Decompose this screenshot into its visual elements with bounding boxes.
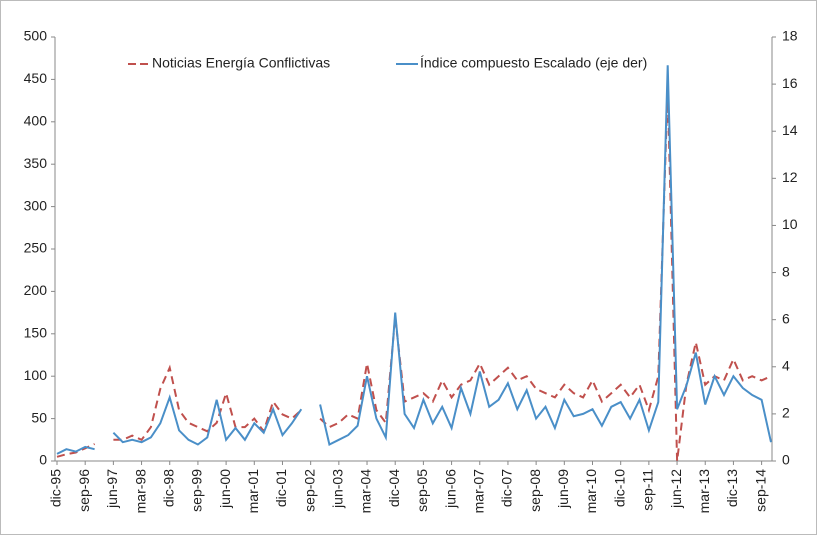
x-tick-label: sep-14 [752, 469, 768, 512]
x-tick-label: sep-99 [189, 469, 205, 512]
data-line [56, 65, 772, 455]
y2-tick-label: 6 [782, 310, 790, 326]
x-tick-label: mar-98 [132, 469, 148, 514]
y2-tick-label: 12 [782, 169, 798, 185]
x-tick-label: dic-01 [273, 469, 289, 507]
x-tick-label: sep-02 [301, 469, 317, 512]
legend-label: Noticias Energía Conflictivas [152, 55, 330, 71]
y-tick-label: 500 [24, 28, 48, 44]
x-tick-label: sep-08 [527, 469, 543, 512]
y2-tick-label: 16 [782, 75, 798, 91]
y2-tick-label: 4 [782, 357, 790, 373]
x-tick-label: jun-06 [442, 469, 458, 509]
y-tick-label: 450 [24, 70, 48, 86]
y-tick-label: 100 [24, 367, 48, 383]
y-tick-label: 200 [24, 282, 48, 298]
x-tick-label: mar-04 [358, 469, 374, 514]
y2-tick-label: 8 [782, 263, 790, 279]
x-tick-label: dic-98 [160, 469, 176, 507]
y-tick-label: 250 [24, 240, 48, 256]
x-tick-label: mar-10 [583, 469, 599, 514]
x-tick-label: dic-13 [724, 469, 740, 507]
x-tick-label: jun-00 [217, 469, 233, 509]
y-tick-label: 50 [31, 409, 47, 425]
y2-tick-label: 10 [782, 216, 798, 232]
x-tick-label: jun-09 [555, 469, 571, 509]
x-tick-label: jun-12 [668, 469, 684, 509]
legend-label: Índice compuesto Escalado (eje der) [420, 55, 647, 71]
x-tick-label: dic-04 [386, 469, 402, 507]
x-tick-label: mar-01 [245, 469, 261, 514]
y2-tick-label: 14 [782, 122, 798, 138]
y-tick-label: 0 [39, 452, 47, 468]
x-tick-label: jun-97 [104, 469, 120, 509]
x-tick-label: sep-11 [640, 469, 656, 511]
y-tick-label: 150 [24, 325, 48, 341]
x-tick-label: dic-10 [611, 469, 627, 507]
y-tick-label: 350 [24, 155, 48, 171]
x-tick-label: dic-07 [499, 469, 515, 507]
x-tick-label: jun-03 [330, 469, 346, 509]
x-tick-label: sep-96 [76, 469, 92, 512]
y-tick-label: 400 [24, 113, 48, 129]
x-tick-label: mar-13 [696, 469, 712, 514]
x-tick-label: dic-95 [48, 469, 64, 507]
y2-tick-label: 18 [782, 28, 798, 44]
y2-tick-label: 0 [782, 452, 790, 468]
x-tick-label: sep-05 [414, 469, 430, 512]
y-tick-label: 300 [24, 197, 48, 213]
x-tick-label: mar-07 [470, 469, 486, 514]
y2-tick-label: 2 [782, 405, 790, 421]
